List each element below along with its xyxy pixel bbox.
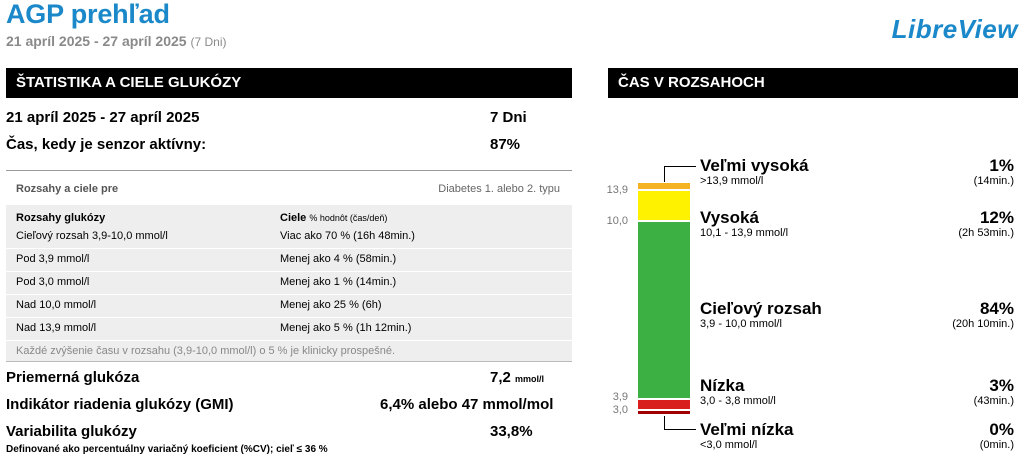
sub-target: 3,9 - 10,0 mmol/l	[700, 318, 782, 330]
mean-glucose-unit: mmol/l	[515, 374, 545, 384]
row-divider	[6, 317, 572, 318]
goal-cell: Menej ako 4 % (58min.)	[280, 253, 397, 265]
goals-sublabel: % hodnôt (čas/deň)	[309, 213, 388, 223]
tick-3-9: 3,9	[612, 391, 628, 403]
dur-high: (2h 53min.)	[958, 227, 1014, 239]
date-range-text: 21 apríl 2025 - 27 apríl 2025	[6, 33, 187, 49]
segment-target	[638, 222, 690, 398]
ranges-goals-box: Rozsahy a ciele pre Diabetes 1. alebo 2.…	[6, 174, 572, 362]
libreview-logo: LibreView	[891, 14, 1018, 44]
dur-very-high: (14min.)	[973, 175, 1014, 187]
sub-very-low: <3,0 mmol/l	[700, 439, 758, 451]
clinical-note: Každé zvýšenie času v rozsahu (3,9-10,0 …	[16, 345, 396, 357]
segment-low	[638, 400, 690, 409]
gmi-label: Indikátor riadenia glukózy (GMI)	[6, 396, 234, 413]
tick-10-0: 10,0	[606, 215, 628, 227]
goal-cell: Viac ako 70 % (16h 48min.)	[280, 230, 415, 242]
pct-target: 84%	[979, 299, 1014, 318]
sensor-active-row: Čas, kedy je senzor aktívny: 87%	[6, 136, 572, 153]
tir-section-header: ČAS V ROZSAHOCH	[608, 68, 1018, 98]
goal-cell: Menej ako 1 % (14min.)	[280, 276, 397, 288]
segment-very-low	[638, 411, 690, 414]
mean-glucose-row: Priemerná glukóza 7,2 mmol/l	[6, 369, 572, 386]
pct-high: 12%	[979, 208, 1014, 227]
days-count: (7 Dni)	[190, 35, 227, 49]
label-high: Vysoká	[700, 208, 759, 227]
connector-very-low	[664, 416, 696, 430]
row-divider	[6, 271, 572, 272]
goal-cell: Menej ako 25 % (6h)	[280, 299, 382, 311]
segment-very-high	[638, 183, 690, 189]
sub-high: 10,1 - 13,9 mmol/l	[700, 227, 789, 239]
variability-footnote: Definované ako percentuálny variačný koe…	[6, 444, 328, 455]
ranges-title: Rozsahy a ciele pre	[16, 183, 119, 195]
period-row: 21 apríl 2025 - 27 apríl 2025 7 Dni	[6, 109, 572, 126]
variability-row: Variabilita glukózy 33,8%	[6, 423, 572, 440]
row-divider	[6, 340, 572, 341]
dur-very-low: (0min.)	[979, 439, 1014, 451]
col-header-goals: Ciele % hodnôt (čas/deň)	[280, 212, 387, 224]
label-low: Nízka	[700, 376, 745, 395]
period-value: 7 Dni	[490, 109, 527, 126]
range-cell: Nad 10,0 mmol/l	[16, 299, 97, 311]
dur-target: (20h 10min.)	[952, 318, 1014, 330]
sub-low: 3,0 - 3,8 mmol/l	[700, 395, 776, 407]
gmi-row: Indikátor riadenia glukózy (GMI) 6,4% al…	[6, 396, 572, 413]
ranges-goals-header: Rozsahy a ciele pre Diabetes 1. alebo 2.…	[6, 174, 572, 204]
goals-label: Ciele	[280, 212, 307, 224]
label-target: Cieľový rozsah	[700, 299, 822, 318]
col-header-ranges: Rozsahy glukózy	[16, 212, 106, 224]
pct-low: 3%	[989, 376, 1014, 395]
mean-glucose-number: 7,2	[490, 369, 511, 386]
segment-high	[638, 191, 690, 220]
sensor-active-label: Čas, kedy je senzor aktívny:	[6, 136, 207, 153]
divider	[6, 170, 572, 171]
variability-value: 33,8%	[490, 423, 533, 440]
goal-cell: Menej ako 5 % (1h 12min.)	[280, 322, 412, 334]
range-cell: Pod 3,0 mmol/l	[16, 276, 90, 288]
sub-very-high: >13,9 mmol/l	[700, 175, 764, 187]
mean-glucose-label: Priemerná glukóza	[6, 369, 140, 386]
time-in-range-bar	[638, 183, 690, 415]
dur-low: (43min.)	[973, 395, 1014, 407]
variability-label: Variabilita glukózy	[6, 423, 137, 440]
diabetes-type: Diabetes 1. alebo 2. typu	[438, 183, 560, 195]
row-divider	[6, 294, 572, 295]
pct-very-low: 0%	[989, 420, 1014, 439]
page-title: AGP prehľad	[6, 0, 170, 29]
tick-3-0: 3,0	[612, 404, 628, 416]
report-date-range: 21 apríl 2025 - 27 apríl 2025 (7 Dni)	[6, 33, 226, 49]
connector-very-high	[664, 166, 696, 182]
label-very-low: Veľmi nízka	[700, 420, 794, 439]
sensor-active-value: 87%	[490, 136, 521, 153]
range-cell: Nad 13,9 mmol/l	[16, 322, 97, 334]
tick-13-9: 13,9	[606, 184, 628, 196]
pct-very-high: 1%	[989, 156, 1014, 175]
mean-glucose-value: 7,2 mmol/l	[490, 369, 544, 386]
period-label: 21 apríl 2025 - 27 apríl 2025	[6, 109, 200, 126]
range-cell: Pod 3,9 mmol/l	[16, 253, 90, 265]
gmi-value: 6,4% alebo 47 mmol/mol	[380, 396, 554, 413]
ranges-table: Rozsahy glukózy Ciele % hodnôt (čas/deň)…	[6, 205, 572, 361]
range-cell: Cieľový rozsah 3,9-10,0 mmol/l	[16, 230, 168, 242]
label-very-high: Veľmi vysoká	[700, 156, 809, 175]
stats-section-header: ŠTATISTIKA A CIELE GLUKÓZY	[6, 68, 572, 98]
row-divider	[6, 248, 572, 249]
